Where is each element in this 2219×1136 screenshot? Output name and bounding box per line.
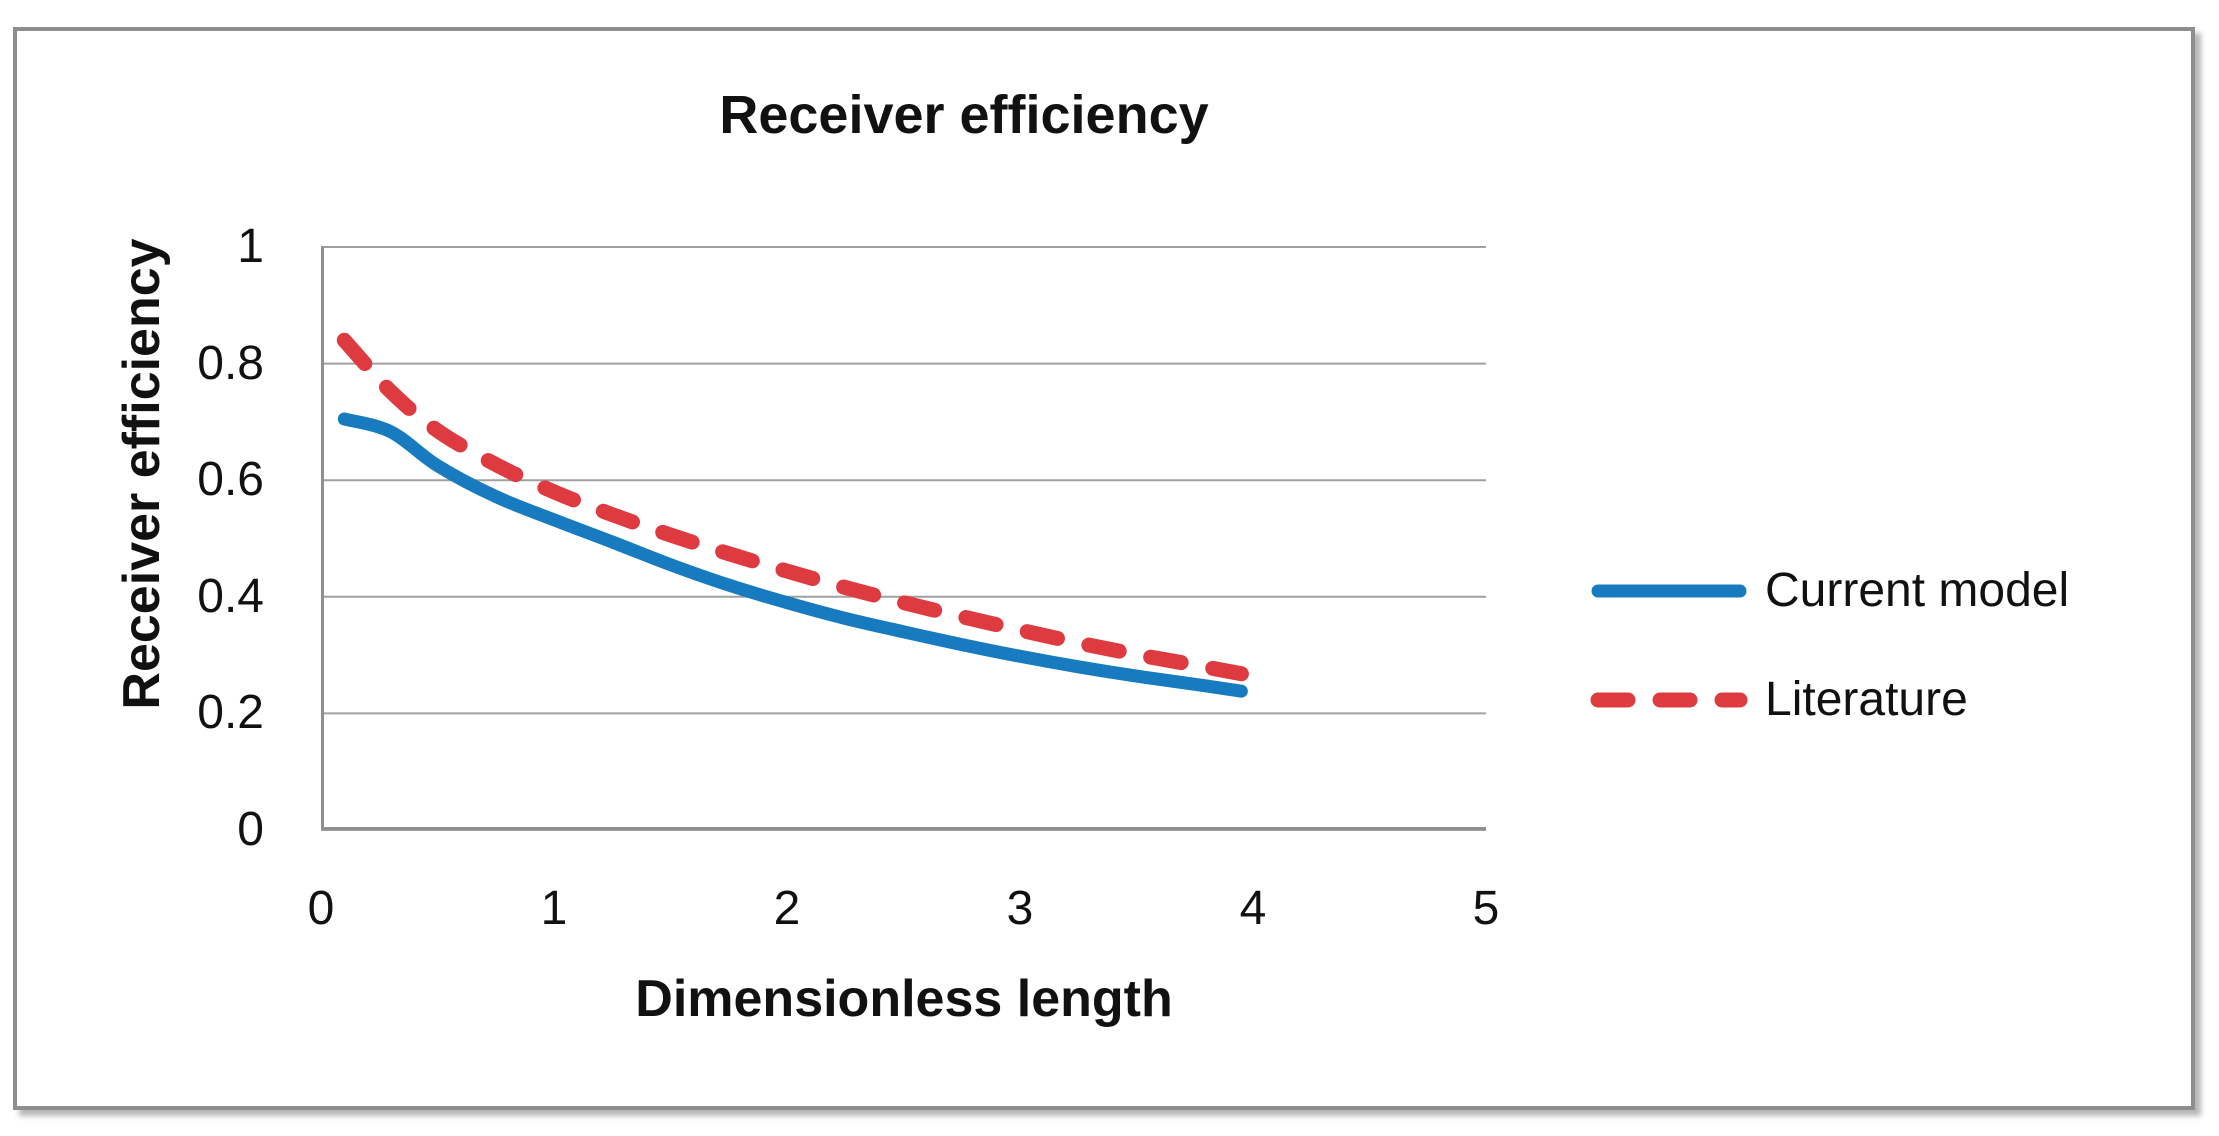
legend: Current model Literature [1589,559,2069,732]
plot-svg [321,246,1486,831]
legend-entry-current-model: Current model [1589,559,2069,623]
chart-title: Receiver efficiency [719,85,1209,145]
legend-label-literature: Literature [1765,673,1968,726]
series-line-literature [336,332,1249,682]
x-tick-label: 1 [540,882,568,935]
x-tick-label: 2 [773,882,801,935]
x-tick-label: 0 [307,882,335,935]
gridlines-group [321,246,1486,831]
y-tick-label: 0 [237,803,264,856]
legend-swatch-dashed-line [1590,692,1748,708]
y-tick-label: 0.6 [197,453,264,507]
x-axis-title: Dimensionless length [635,970,1173,1028]
x-tick-label: 3 [1006,882,1034,935]
y-tick-label: 0.8 [197,336,264,390]
y-tick-label: 0.2 [197,686,264,740]
series-line-current-model [337,412,1248,698]
chart-frame: Receiver efficiency Receiver efficiency … [13,27,2195,1110]
y-tick-label: 0.4 [197,569,264,623]
y-tick-label: 1 [237,220,264,273]
legend-swatch-solid-line [1591,584,1747,598]
x-tick-label: 5 [1472,882,1500,935]
x-tick-label: 4 [1239,882,1267,935]
legend-label-current-model: Current model [1765,564,2070,617]
plot-area [321,246,1486,831]
legend-entry-literature: Literature [1589,668,2069,732]
